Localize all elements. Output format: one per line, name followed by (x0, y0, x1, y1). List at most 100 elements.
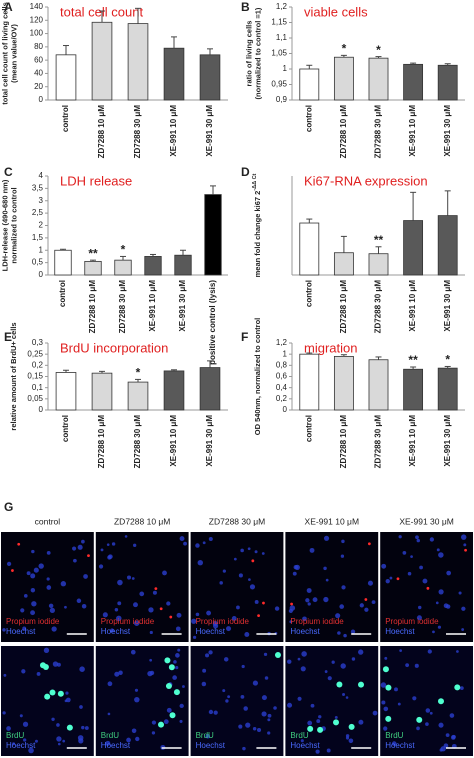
stain-label: Propium iodide (6, 617, 60, 626)
nucleus (219, 581, 223, 585)
nucleus (315, 749, 320, 754)
bar (299, 68, 320, 101)
error-bar (60, 248, 66, 251)
y-axis-label: normalized to control (9, 187, 18, 263)
nucleus (238, 724, 243, 729)
micrograph (190, 532, 284, 642)
stain-label: BrdU (290, 731, 308, 740)
x-tick-label: XE-991 10 μM (148, 280, 157, 332)
nucleus (117, 601, 122, 606)
nucleus (415, 535, 419, 540)
nucleus (267, 731, 271, 735)
error-bar (150, 253, 156, 257)
nucleus (19, 714, 23, 718)
nucleus (149, 630, 153, 635)
y-tick-label: 1,5 (32, 233, 44, 242)
error-bar (375, 246, 382, 254)
y-axis-label: relative amount of BrdU+ cells (9, 322, 18, 430)
error-bar (171, 369, 177, 371)
nucleus (131, 728, 137, 734)
nucleus (449, 713, 455, 718)
x-tick-label: XE-991 30 μM (443, 415, 452, 467)
nucleus (340, 554, 345, 558)
nucleus (289, 620, 293, 624)
nucleus (151, 731, 156, 735)
stained-nucleus (290, 602, 293, 606)
error-bar (63, 369, 69, 373)
nucleus (134, 696, 140, 703)
x-tick-label: ZD7288 30 μM (133, 105, 142, 159)
x-tick-label: XE-991 30 μM (443, 105, 452, 157)
panel-letter: E (4, 330, 12, 344)
stain-label: Propium iodide (385, 617, 439, 626)
y-tick-label: 80 (34, 42, 43, 51)
y-tick-label: 1,05 (271, 49, 287, 58)
stained-nucleus (66, 724, 73, 731)
y-axis-label-text: normalized to control (9, 187, 18, 263)
nucleus (175, 626, 181, 632)
nucleus (437, 625, 442, 629)
nucleus (51, 717, 55, 721)
significance-label: * (136, 366, 141, 380)
nucleus (306, 588, 312, 593)
nucleus (456, 650, 459, 653)
nucleus (261, 711, 267, 717)
error-bar (444, 365, 451, 369)
stained-nucleus (416, 716, 423, 723)
nucleus (236, 605, 240, 610)
x-tick-label: control (304, 280, 313, 307)
nucleus (419, 565, 423, 570)
y-tick-label: 2,5 (32, 208, 44, 217)
nucleus (23, 594, 28, 598)
counterstain-label: Hoechst (290, 741, 320, 750)
nucleus (131, 577, 135, 580)
nucleus (425, 708, 431, 713)
nucleus (300, 666, 306, 672)
nucleus (254, 550, 258, 554)
error-bar (306, 64, 313, 69)
y-tick-label: 0,25 (27, 349, 43, 358)
nucleus (84, 726, 89, 730)
column-header: XE-991 10 μM (305, 516, 360, 526)
nucleus (273, 706, 277, 710)
y-axis-label: mean fold change ki67 2-ΔΔ Ct (252, 173, 262, 277)
column-header: ZD7288 10 μM (114, 516, 170, 526)
significance-label: ** (408, 353, 418, 367)
nucleus (445, 733, 450, 737)
significance-label: ** (374, 233, 384, 247)
stained-nucleus (262, 601, 265, 605)
stained-nucleus (164, 657, 171, 664)
stained-nucleus (49, 689, 56, 696)
nucleus (432, 630, 435, 634)
y-tick-label: 0 (39, 270, 44, 279)
nucleus (202, 541, 206, 545)
nucleus (135, 736, 140, 742)
counterstain-label: Hoechst (385, 627, 415, 636)
nucleus (307, 602, 311, 606)
nucleus (179, 536, 185, 542)
bar (163, 370, 185, 411)
nucleus (327, 676, 332, 681)
y-tick-label: 40 (34, 69, 43, 78)
panel-letter: G (4, 500, 13, 514)
nucleus (243, 706, 248, 711)
nucleus (331, 660, 335, 664)
nucleus (72, 546, 77, 551)
nucleus (325, 578, 329, 582)
stained-nucleus (317, 726, 324, 733)
error-bar (135, 378, 141, 383)
stained-nucleus (367, 542, 371, 546)
x-tick-label: ZD7288 10 μM (88, 280, 97, 334)
stained-nucleus (17, 542, 21, 546)
nucleus (381, 700, 386, 705)
nucleus (380, 682, 387, 688)
stained-nucleus (251, 559, 255, 563)
error-bar (410, 62, 417, 65)
nucleus (334, 715, 338, 719)
nucleus (264, 676, 269, 680)
nucleus (257, 728, 262, 733)
stained-nucleus (364, 598, 368, 601)
y-tick-label: 1,15 (271, 18, 287, 27)
bar (368, 57, 389, 101)
nucleus (20, 608, 25, 613)
